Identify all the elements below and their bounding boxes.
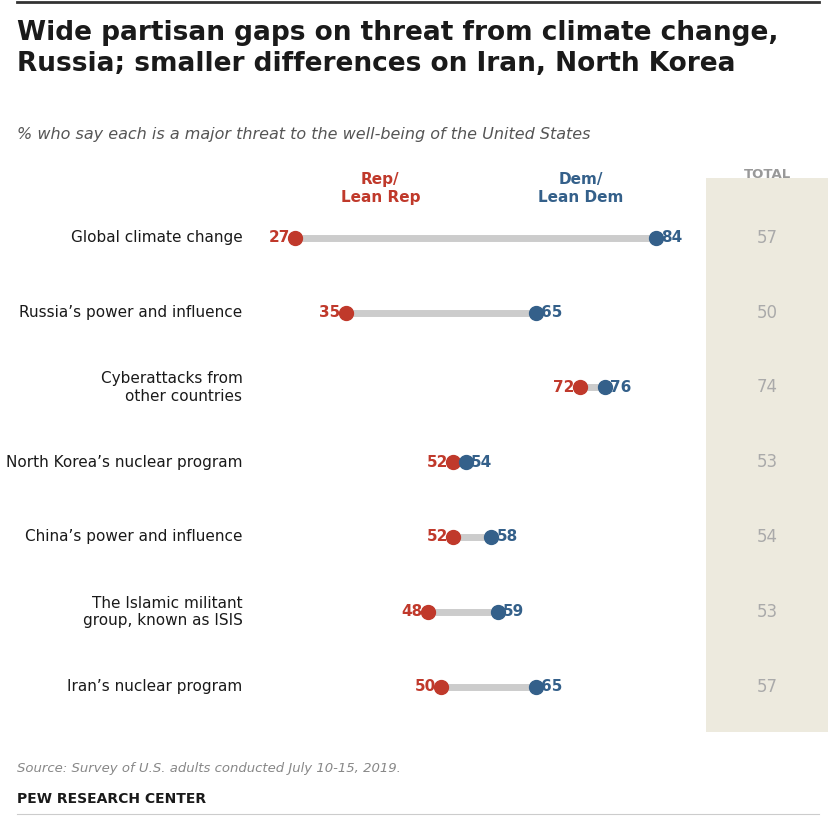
Text: 50: 50 [757, 303, 777, 321]
Text: 57: 57 [757, 677, 777, 695]
Text: Dem/
Lean Dem: Dem/ Lean Dem [538, 172, 624, 205]
Point [599, 381, 612, 394]
Text: 84: 84 [660, 231, 682, 245]
Point [434, 680, 447, 693]
Point [446, 456, 460, 469]
Point [288, 231, 302, 245]
Text: The Islamic militant
group, known as ISIS: The Islamic militant group, known as ISI… [83, 596, 242, 628]
Point [573, 381, 587, 394]
Point [529, 680, 543, 693]
Text: PEW RESEARCH CENTER: PEW RESEARCH CENTER [17, 792, 206, 806]
Text: Russia’s power and influence: Russia’s power and influence [19, 305, 242, 320]
Text: 65: 65 [541, 305, 562, 320]
Text: North Korea’s nuclear program: North Korea’s nuclear program [6, 455, 242, 470]
Text: China’s power and influence: China’s power and influence [25, 529, 242, 545]
Text: 65: 65 [541, 679, 562, 694]
Point [529, 306, 543, 319]
Text: Wide partisan gaps on threat from climate change,
Russia; smaller differences on: Wide partisan gaps on threat from climat… [17, 20, 778, 78]
Text: % who say each is a major threat to the well-being of the United States: % who say each is a major threat to the … [17, 127, 590, 142]
Text: Global climate change: Global climate change [71, 231, 242, 245]
Point [459, 456, 472, 469]
Text: 50: 50 [415, 679, 436, 694]
Point [421, 605, 435, 618]
Text: Rep/
Lean Rep: Rep/ Lean Rep [340, 172, 421, 205]
Text: 35: 35 [319, 305, 340, 320]
Text: Iran’s nuclear program: Iran’s nuclear program [67, 679, 242, 694]
Text: 76: 76 [610, 380, 632, 395]
Text: Source: Survey of U.S. adults conducted July 10-15, 2019.: Source: Survey of U.S. adults conducted … [17, 762, 400, 775]
Point [446, 530, 460, 543]
Point [339, 306, 353, 319]
Text: 53: 53 [757, 453, 777, 471]
Point [649, 231, 662, 245]
Text: 27: 27 [268, 231, 290, 245]
Text: 59: 59 [502, 605, 524, 619]
Text: 52: 52 [427, 455, 448, 470]
Point [485, 530, 498, 543]
Point [491, 605, 504, 618]
Text: 58: 58 [497, 529, 517, 545]
Text: 53: 53 [757, 603, 777, 621]
Text: 72: 72 [553, 380, 575, 395]
Text: Cyberattacks from
other countries: Cyberattacks from other countries [100, 371, 242, 403]
Text: 57: 57 [757, 229, 777, 247]
Text: 52: 52 [427, 529, 448, 545]
Text: 54: 54 [757, 528, 777, 546]
Text: 48: 48 [401, 605, 423, 619]
Text: TOTAL: TOTAL [743, 168, 791, 181]
Text: 54: 54 [471, 455, 492, 470]
Text: 74: 74 [757, 379, 777, 397]
